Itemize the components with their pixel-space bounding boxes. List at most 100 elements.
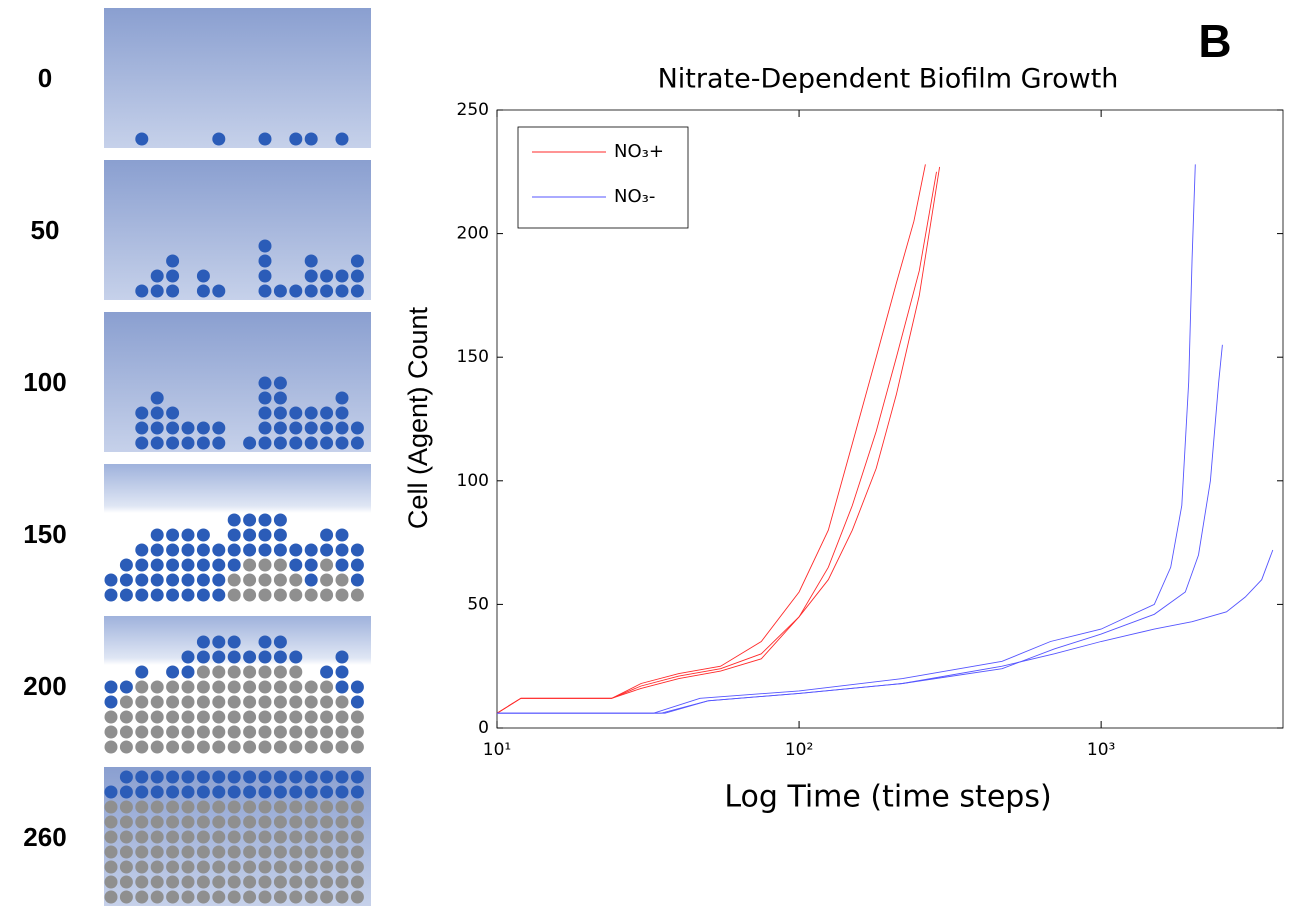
cell [227, 650, 241, 664]
cell [350, 785, 364, 799]
cell [335, 650, 349, 664]
cell [273, 528, 287, 542]
series-line [496, 164, 926, 714]
cell [258, 860, 272, 874]
cell [212, 284, 226, 298]
cell [196, 845, 210, 859]
cell [304, 254, 318, 268]
cell [150, 860, 164, 874]
cell [258, 785, 272, 799]
cell [119, 740, 133, 754]
frame-label: 100 [23, 367, 66, 397]
cell [335, 890, 349, 904]
cell [243, 680, 257, 694]
cell [243, 785, 257, 799]
cell [135, 406, 149, 420]
cell [289, 132, 303, 146]
cell [335, 770, 349, 784]
cell [243, 770, 257, 784]
cell [350, 830, 364, 844]
cell [243, 436, 257, 450]
cell [181, 845, 195, 859]
cell [227, 785, 241, 799]
cell [181, 770, 195, 784]
cell [227, 710, 241, 724]
cell [119, 695, 133, 709]
series-line [497, 344, 1223, 714]
cell [243, 588, 257, 602]
cell [166, 284, 180, 298]
cell [150, 800, 164, 814]
cell [258, 665, 272, 679]
cell [196, 635, 210, 649]
cell [166, 875, 180, 889]
cell [196, 558, 210, 572]
cell [104, 875, 118, 889]
cell [212, 665, 226, 679]
cell [212, 421, 226, 435]
cell [181, 650, 195, 664]
cell [119, 725, 133, 739]
frame-label: 260 [23, 822, 66, 852]
cell [166, 770, 180, 784]
cell [304, 132, 318, 146]
y-axis-label: Cell (Agent) Count [403, 306, 433, 529]
cell [258, 680, 272, 694]
cell [304, 680, 318, 694]
cell [150, 770, 164, 784]
cell [196, 800, 210, 814]
cell [320, 543, 334, 557]
cell [181, 890, 195, 904]
cell [104, 800, 118, 814]
cell [273, 725, 287, 739]
cell [243, 513, 257, 527]
cell [166, 695, 180, 709]
cell [135, 740, 149, 754]
cell [350, 845, 364, 859]
cell [258, 815, 272, 829]
cell [104, 845, 118, 859]
cell [181, 573, 195, 587]
cell [227, 695, 241, 709]
cell [119, 588, 133, 602]
cell [212, 815, 226, 829]
cell [289, 695, 303, 709]
cell [350, 588, 364, 602]
cell [135, 785, 149, 799]
cell [304, 543, 318, 557]
cell [258, 391, 272, 405]
cell [350, 421, 364, 435]
cell [196, 710, 210, 724]
y-tick-label: 250 [457, 100, 489, 120]
x-tick-label: 10³ [1087, 740, 1115, 760]
cell [212, 132, 226, 146]
cell [320, 665, 334, 679]
cell [243, 558, 257, 572]
cell [243, 665, 257, 679]
cell [227, 543, 241, 557]
cell [335, 725, 349, 739]
cell [227, 528, 241, 542]
simulation-frame [104, 160, 371, 300]
cell [104, 573, 118, 587]
cell [320, 528, 334, 542]
cell [196, 785, 210, 799]
cell [135, 815, 149, 829]
cell [320, 680, 334, 694]
cell [196, 573, 210, 587]
cell [150, 528, 164, 542]
cell [227, 635, 241, 649]
cell [350, 815, 364, 829]
cell [150, 543, 164, 557]
simulation-frame [104, 312, 371, 452]
cell [196, 680, 210, 694]
y-tick-label: 50 [467, 594, 489, 614]
cell [304, 284, 318, 298]
cell [289, 875, 303, 889]
series-line [497, 549, 1274, 714]
cell [289, 830, 303, 844]
cell [335, 830, 349, 844]
cell [166, 680, 180, 694]
cell [320, 740, 334, 754]
cell [135, 890, 149, 904]
